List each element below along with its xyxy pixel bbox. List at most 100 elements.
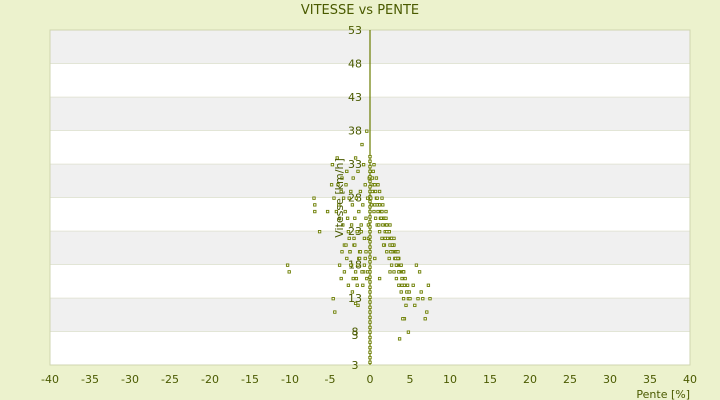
data-point [362, 236, 367, 241]
data-point [374, 176, 379, 180]
data-point [401, 297, 406, 301]
data-point [345, 256, 349, 261]
data-point [356, 169, 360, 174]
y-tick-label: 43 [348, 91, 362, 104]
data-point [356, 263, 360, 267]
data-point [357, 209, 361, 214]
data-point [313, 203, 317, 207]
data-point [385, 250, 389, 254]
data-point [312, 196, 316, 200]
data-point [408, 297, 412, 301]
x-tick-label: 5 [407, 373, 414, 386]
data-point [352, 236, 356, 241]
data-point [421, 297, 425, 301]
y-axis-ticks: 338131823283338434853 [348, 24, 362, 372]
data-point [376, 183, 380, 187]
data-point [426, 283, 431, 287]
data-point [406, 330, 411, 334]
data-point [344, 243, 348, 247]
data-point [368, 219, 372, 224]
data-point [337, 216, 342, 220]
data-point [341, 196, 346, 200]
data-point [349, 223, 354, 227]
data-point [400, 283, 404, 287]
x-tick-label: 40 [683, 373, 697, 386]
data-point [396, 250, 400, 254]
data-point [363, 183, 367, 187]
data-point [336, 183, 340, 187]
data-point [425, 310, 429, 314]
data-point [361, 283, 365, 287]
x-tick-label: 10 [443, 373, 457, 386]
data-point [375, 203, 379, 207]
data-point [340, 250, 344, 254]
chart-title: VITESSE vs PENTE [301, 3, 419, 18]
data-point [355, 283, 359, 287]
data-point [351, 276, 355, 281]
data-point [353, 216, 357, 220]
data-point [381, 223, 385, 227]
data-point [317, 230, 322, 234]
data-point [344, 183, 348, 187]
data-point [411, 283, 415, 287]
data-point [389, 250, 393, 254]
data-point [368, 270, 372, 274]
data-point [368, 209, 372, 214]
data-point [368, 275, 372, 279]
data-point [394, 276, 399, 281]
data-points [285, 129, 432, 364]
data-point [342, 270, 347, 274]
data-point [349, 263, 353, 267]
data-point [368, 290, 372, 294]
data-point [364, 250, 368, 254]
data-point [381, 203, 385, 207]
data-point [368, 345, 372, 350]
data-point [357, 256, 362, 261]
data-point [373, 189, 378, 194]
x-tick-label: -25 [161, 373, 179, 386]
data-point [390, 243, 395, 247]
x-tick-label: 0 [367, 373, 374, 386]
data-point [407, 290, 411, 294]
data-point [353, 301, 358, 306]
data-point [354, 276, 359, 281]
data-point [348, 250, 352, 254]
data-point [392, 270, 396, 274]
data-point [385, 230, 389, 234]
data-point [353, 270, 358, 274]
data-point [349, 189, 353, 194]
data-point [343, 209, 347, 214]
data-point [397, 337, 402, 341]
data-point [397, 283, 401, 287]
data-point [373, 216, 378, 220]
data-point [368, 235, 372, 239]
data-point [373, 256, 377, 261]
x-axis-ticks: -40 -35 -30 -25 -20 -15 -10 -5 0 5 10 15 20 25 30 35 40 [41, 373, 697, 386]
data-point [384, 209, 388, 214]
data-point [332, 196, 336, 200]
y-tick-label: 53 [348, 24, 362, 37]
x-tick-label: 25 [563, 373, 577, 386]
data-point [368, 159, 372, 163]
data-point [359, 230, 363, 234]
data-point [368, 320, 372, 324]
data-point [377, 276, 382, 281]
data-point [368, 310, 372, 314]
data-point [368, 285, 372, 289]
data-point [370, 189, 375, 194]
data-point [340, 176, 344, 180]
data-point [361, 203, 365, 207]
data-point [287, 270, 291, 274]
data-point [373, 183, 377, 187]
data-point [404, 303, 408, 308]
data-point [413, 303, 417, 308]
data-point [368, 255, 372, 259]
data-point [368, 185, 372, 189]
data-point [368, 179, 372, 184]
data-point [334, 209, 339, 214]
data-point [362, 263, 367, 267]
x-tick-label: -10 [281, 373, 299, 386]
data-point [368, 265, 372, 269]
data-point [397, 270, 401, 274]
data-point [346, 230, 351, 234]
